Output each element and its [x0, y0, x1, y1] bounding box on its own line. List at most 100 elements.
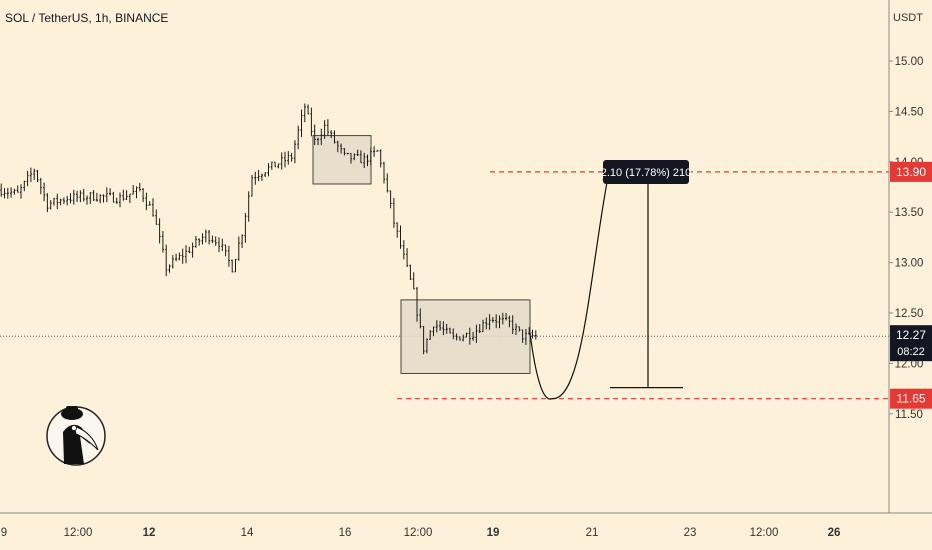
time-tick-label: 23	[684, 527, 697, 539]
candle	[389, 190, 392, 209]
candle	[56, 193, 59, 210]
candle	[442, 321, 445, 336]
candle	[280, 152, 283, 170]
candle	[128, 193, 131, 203]
candle	[102, 194, 105, 203]
candle	[468, 327, 471, 345]
candle	[462, 334, 465, 342]
candle	[330, 130, 333, 139]
candle	[112, 191, 115, 203]
candle	[485, 317, 488, 330]
consolidation-zones	[312, 135, 531, 374]
candle	[307, 104, 310, 115]
candle	[518, 326, 521, 332]
candle	[99, 194, 102, 204]
target-price-badge-bg	[890, 161, 932, 182]
candle	[270, 161, 273, 170]
candle	[151, 198, 155, 217]
candle	[198, 238, 201, 246]
candle	[244, 212, 247, 243]
candle	[531, 329, 534, 339]
candle	[188, 246, 191, 254]
candle	[290, 152, 293, 162]
time-tick-label: 12:00	[404, 527, 433, 539]
candle	[115, 197, 118, 204]
candle	[62, 197, 65, 205]
countdown-timer: 08:22	[897, 346, 925, 358]
candle	[448, 327, 452, 334]
candle	[274, 161, 277, 168]
symbol-name: SOL / TetherUS	[5, 11, 89, 25]
current-price-badge-bg	[890, 325, 932, 362]
candle	[211, 235, 214, 244]
candle	[382, 161, 386, 184]
candle	[148, 201, 151, 206]
time-tick-label: 9	[1, 527, 7, 539]
candle	[145, 192, 148, 211]
candle	[373, 146, 376, 157]
candle	[79, 190, 82, 203]
candle	[204, 229, 207, 243]
candle	[214, 236, 217, 246]
measure-label: 2.10 (17.78%) 210	[601, 167, 692, 179]
exchange-name: BINANCE	[115, 11, 169, 25]
candle	[498, 315, 501, 329]
candle	[221, 238, 224, 252]
candle	[267, 162, 270, 177]
candle	[363, 152, 366, 169]
candle	[231, 259, 234, 273]
candle	[264, 172, 267, 177]
author-avatar	[46, 406, 106, 466]
candle	[300, 109, 303, 138]
candle	[208, 229, 211, 245]
candle	[366, 154, 369, 167]
candle	[511, 315, 514, 335]
candle	[247, 191, 250, 222]
currency-label: USDT	[893, 12, 923, 24]
support-price-badge-bg	[890, 388, 932, 409]
candle	[171, 255, 174, 269]
candle	[122, 189, 125, 201]
candle	[118, 192, 122, 208]
hat-crown-icon	[66, 406, 78, 415]
candle	[36, 169, 39, 183]
candle	[478, 324, 481, 333]
candle	[191, 242, 194, 258]
candle	[165, 244, 168, 277]
title-separator-1: ,	[88, 11, 96, 25]
candle	[6, 187, 9, 199]
target-price-badge: 13.90	[896, 165, 926, 179]
candle	[475, 324, 478, 343]
time-tick-label: 12	[143, 527, 156, 539]
candle	[508, 315, 511, 328]
candle	[336, 140, 339, 153]
candle	[10, 187, 13, 198]
candle	[287, 150, 290, 165]
candle	[46, 193, 49, 213]
candle	[26, 170, 29, 187]
candle	[49, 200, 52, 210]
candle	[435, 320, 438, 333]
candle	[501, 312, 504, 325]
candle	[16, 185, 19, 193]
candle	[386, 173, 389, 193]
candle	[392, 197, 395, 228]
candle	[234, 258, 237, 273]
candle	[422, 325, 425, 355]
candle	[356, 149, 359, 156]
candle	[0, 183, 3, 197]
candle	[69, 193, 72, 204]
candle	[283, 151, 287, 168]
candle	[29, 167, 32, 183]
candle	[316, 137, 320, 146]
candle	[52, 197, 56, 206]
candle	[293, 140, 296, 164]
candle	[409, 264, 412, 280]
candle	[19, 184, 23, 199]
candle	[310, 107, 313, 137]
candle	[491, 317, 494, 323]
candle	[224, 244, 227, 257]
